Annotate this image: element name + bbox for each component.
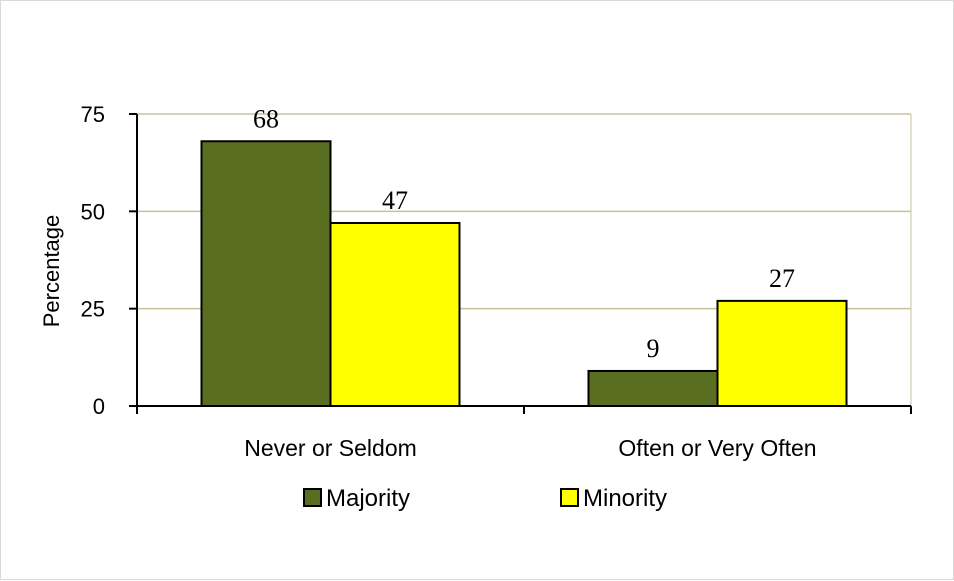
y-tick-label-0: 0 — [93, 394, 105, 419]
bar-majority-0 — [200, 140, 332, 407]
bars — [200, 140, 848, 408]
legend-label-minority: Minority — [583, 485, 667, 512]
x-category-label-1: Often or Very Often — [618, 435, 816, 461]
y-tick-labels: 0 25 50 75 — [81, 102, 105, 419]
y-tick-label-2: 50 — [81, 199, 105, 224]
bar-majority-1 — [587, 369, 719, 407]
legend-swatch-minority — [560, 488, 579, 507]
y-axis-label: Percentage — [39, 215, 64, 328]
legend-label-majority: Majority — [326, 485, 410, 512]
y-tick-label-3: 75 — [81, 102, 105, 127]
legend: Majority Minority — [303, 485, 667, 512]
bar-minority-0 — [329, 222, 461, 407]
data-label-minority-0: 47 — [382, 186, 408, 215]
y-tick-label-1: 25 — [81, 297, 105, 322]
data-label-majority-0: 68 — [253, 104, 279, 133]
x-category-labels: Never or Seldom Often or Very Often — [244, 435, 816, 461]
axes — [129, 113, 912, 414]
x-category-label-0: Never or Seldom — [244, 435, 417, 461]
bar-minority-1 — [716, 299, 848, 408]
data-label-majority-1: 9 — [647, 334, 660, 363]
legend-swatch-majority — [303, 488, 322, 507]
data-labels: 68 47 9 27 — [253, 104, 795, 363]
data-label-minority-1: 27 — [769, 264, 795, 293]
